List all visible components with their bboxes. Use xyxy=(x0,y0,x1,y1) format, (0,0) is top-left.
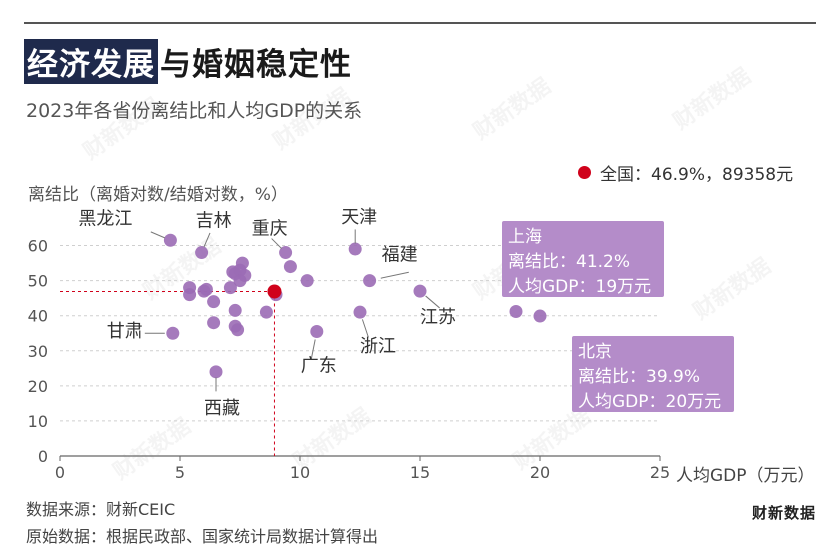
y-tick-label: 50 xyxy=(28,272,48,291)
data-point xyxy=(353,305,367,319)
point-label: 江苏 xyxy=(420,307,456,328)
title-highlight: 经济发展 xyxy=(24,38,158,84)
y-tick-label: 0 xyxy=(38,447,48,466)
x-tick-label: 25 xyxy=(650,463,670,482)
legend: 全国：46.9%，89358元 xyxy=(578,160,793,185)
x-tick-label: 20 xyxy=(530,463,550,482)
title-rest: 与婚姻稳定性 xyxy=(160,46,352,83)
national-dot-icon xyxy=(578,166,591,179)
data-point xyxy=(363,274,377,288)
data-point xyxy=(235,256,249,270)
x-axis-label: 人均GDP（万元） xyxy=(676,466,815,486)
y-tick-label: 60 xyxy=(28,237,48,256)
brand-logo: 财新数据 xyxy=(751,504,816,522)
callout-box xyxy=(502,221,664,297)
chart-subtitle: 2023年各省份离结比和人均GDP的关系 xyxy=(26,100,363,122)
label-leader xyxy=(150,231,165,239)
callout-text: 人均GDP：19万元 xyxy=(508,277,651,297)
label-leader xyxy=(271,238,282,249)
callout-text: 离结比：41.2% xyxy=(508,252,630,272)
watermark: 财新数据 xyxy=(79,93,166,165)
page-title: 经济发展 与婚姻稳定性 xyxy=(24,38,352,84)
callout-text: 北京 xyxy=(578,342,612,362)
point-label: 福建 xyxy=(382,245,418,266)
point-label: 西藏 xyxy=(204,398,240,419)
data-point xyxy=(533,309,547,323)
label-leader xyxy=(425,295,440,309)
point-label: 天津 xyxy=(341,207,377,228)
point-label: 浙江 xyxy=(360,336,396,357)
data-point xyxy=(259,305,273,319)
x-tick-label: 0 xyxy=(55,463,65,482)
x-tick-label: 5 xyxy=(175,463,185,482)
original-data-note: 原始数据：根据民政部、国家统计局数据计算得出 xyxy=(26,527,379,546)
y-axis-label: 离结比（离婚对数/结婚对数，%） xyxy=(28,185,288,205)
callout-text: 人均GDP：20万元 xyxy=(578,392,721,412)
label-leader xyxy=(361,319,369,338)
watermark: 财新数据 xyxy=(689,253,776,325)
data-point xyxy=(279,246,293,260)
point-label: 重庆 xyxy=(252,219,288,240)
watermark: 财新数据 xyxy=(269,83,356,155)
callout-text: 上海 xyxy=(508,227,542,247)
point-label: 甘肃 xyxy=(107,321,143,342)
top-rule xyxy=(24,22,816,24)
x-tick-label: 10 xyxy=(290,463,310,482)
data-point xyxy=(183,288,197,302)
data-point xyxy=(223,281,237,295)
source-note: 数据来源：财新CEIC xyxy=(26,500,176,519)
national-point xyxy=(267,284,282,299)
y-tick-label: 30 xyxy=(28,342,48,361)
watermark: 财新数据 xyxy=(509,403,596,475)
data-point xyxy=(207,295,221,309)
point-label: 广东 xyxy=(301,355,337,376)
footer-notes: 数据来源：财新CEIC 原始数据：根据民政部、国家统计局数据计算得出 xyxy=(26,496,378,550)
data-point xyxy=(166,326,180,340)
callout-box xyxy=(572,336,734,412)
data-point xyxy=(231,323,245,337)
x-tick-label: 15 xyxy=(410,463,430,482)
label-leader xyxy=(203,232,211,248)
data-point xyxy=(207,316,221,330)
point-label: 吉林 xyxy=(196,211,232,232)
data-point xyxy=(283,260,297,274)
data-point xyxy=(195,246,209,260)
legend-label: 全国：46.9%，89358元 xyxy=(600,165,794,185)
watermark: 财新数据 xyxy=(669,63,756,135)
data-point xyxy=(163,233,177,247)
data-point xyxy=(199,282,213,296)
watermark: 财新数据 xyxy=(139,233,226,305)
data-point xyxy=(413,284,427,298)
point-label: 黑龙江 xyxy=(78,208,132,229)
data-point xyxy=(209,365,223,379)
y-tick-label: 10 xyxy=(28,412,48,431)
data-point xyxy=(310,324,324,338)
data-point xyxy=(348,242,362,256)
data-point xyxy=(300,274,314,288)
callout-text: 离结比：39.9% xyxy=(578,367,700,387)
label-leader xyxy=(310,339,316,360)
y-tick-label: 20 xyxy=(28,377,48,396)
watermark: 财新数据 xyxy=(469,73,556,145)
label-leader xyxy=(380,271,409,279)
data-point xyxy=(238,268,252,282)
y-tick-label: 40 xyxy=(28,307,48,326)
data-point xyxy=(228,303,242,317)
data-point xyxy=(509,304,523,318)
